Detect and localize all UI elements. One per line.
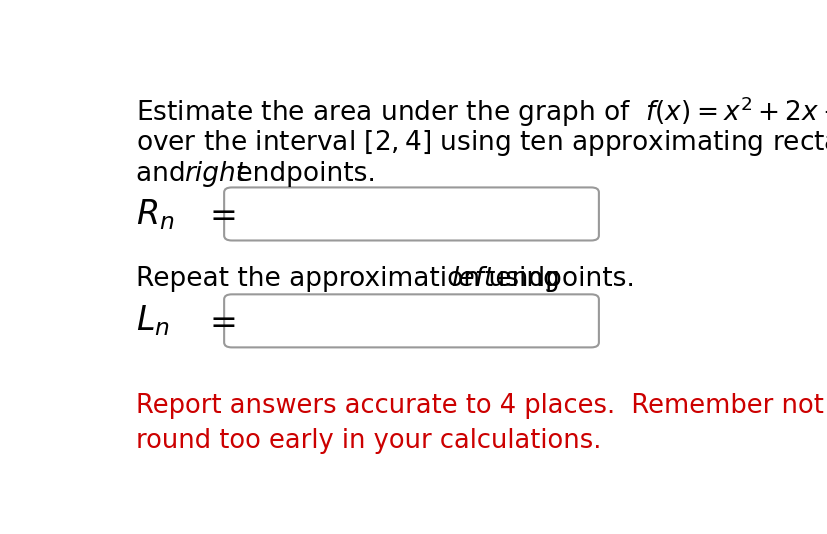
Text: Report answers accurate to 4 places.  Remember not to: Report answers accurate to 4 places. Rem… [136,393,827,419]
Text: $=$: $=$ [203,304,236,337]
Text: left: left [451,265,494,292]
Text: round too early in your calculations.: round too early in your calculations. [136,428,600,454]
Text: Estimate the area under the graph of  $f(x) = x^2 + 2x + 1$: Estimate the area under the graph of $f(… [136,95,827,129]
Text: $=$: $=$ [203,198,236,231]
Text: $L_n$: $L_n$ [136,304,170,339]
Text: endpoints.: endpoints. [486,265,633,292]
FancyBboxPatch shape [224,187,598,240]
Text: endpoints.: endpoints. [227,161,375,187]
Text: $R_n$: $R_n$ [136,197,174,232]
Text: and: and [136,161,194,187]
Text: over the interval $[2, 4]$ using ten approximating rectangles: over the interval $[2, 4]$ using ten app… [136,128,827,158]
Text: Repeat the approximation using: Repeat the approximation using [136,265,567,292]
FancyBboxPatch shape [224,294,598,348]
Text: right: right [184,161,246,187]
